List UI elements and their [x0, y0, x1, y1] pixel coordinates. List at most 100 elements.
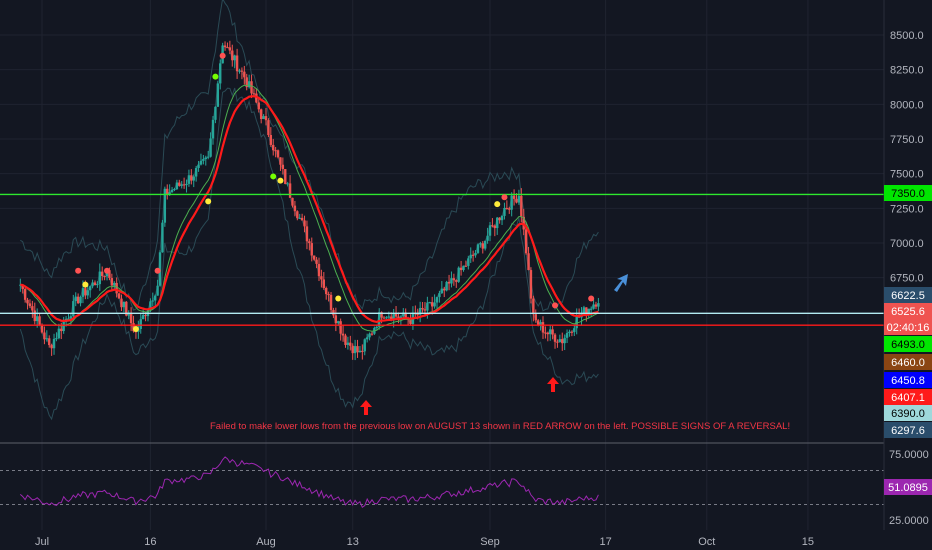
- candle-up: [154, 295, 157, 301]
- time-tick-label: 17: [599, 536, 611, 548]
- red-arrow-sep: [547, 377, 559, 392]
- signal-dot: [104, 267, 111, 274]
- candle-up: [55, 338, 58, 340]
- candle-up: [96, 284, 99, 286]
- candle-up: [486, 235, 489, 241]
- candle-down: [344, 335, 347, 345]
- candle-up: [262, 116, 265, 120]
- time-tick-label: Jul: [35, 536, 49, 548]
- signal-dot: [335, 295, 342, 302]
- candle-down: [60, 328, 63, 332]
- candle-up: [204, 157, 207, 160]
- price-tick-label: 8000.0: [890, 99, 924, 111]
- candle-up: [127, 312, 130, 316]
- price-badge-label: 6390.0: [891, 408, 925, 420]
- candle-up: [573, 328, 576, 333]
- candle-up: [517, 195, 521, 203]
- candle-down: [370, 333, 374, 335]
- price-badge: [884, 422, 932, 438]
- time-tick-label: Sep: [480, 536, 500, 548]
- candle-down: [541, 322, 545, 333]
- signal-dot: [494, 201, 501, 208]
- annotation-arrows: [360, 274, 628, 415]
- candle-down: [125, 301, 128, 316]
- candle-up: [216, 83, 220, 107]
- candle-up: [353, 346, 357, 354]
- candle-up: [192, 176, 195, 181]
- price-badge-label: 6407.1: [891, 392, 925, 404]
- price-badge: [884, 405, 932, 421]
- candle-down: [267, 120, 270, 136]
- candle-down: [303, 220, 306, 227]
- candle-down: [341, 333, 345, 336]
- candle-up: [156, 285, 159, 296]
- time-tick-label: 15: [802, 536, 814, 548]
- candle-down: [103, 276, 106, 278]
- candle-up: [86, 290, 89, 296]
- candle-up: [385, 317, 388, 319]
- candle-down: [527, 253, 530, 271]
- candle-up: [69, 316, 73, 319]
- candle-down: [455, 280, 458, 282]
- candle-up: [589, 308, 593, 310]
- candle-down: [129, 312, 133, 324]
- candle-up: [483, 240, 487, 249]
- osc-line: [19, 456, 599, 509]
- candle-up: [175, 182, 179, 190]
- candle-down: [243, 71, 246, 78]
- candle-down: [315, 259, 318, 264]
- lower-band: [19, 87, 599, 421]
- candle-down: [101, 271, 104, 277]
- candle-up: [488, 225, 492, 236]
- candle-down: [464, 265, 468, 267]
- candle-down: [317, 263, 321, 277]
- price-badge: [884, 319, 932, 335]
- signal-dot: [277, 177, 284, 184]
- candle-down: [329, 294, 333, 310]
- candle-up: [187, 175, 191, 184]
- candle-up: [563, 337, 566, 344]
- candle-down: [269, 135, 273, 145]
- candle-up: [428, 302, 431, 304]
- candle-up: [197, 164, 200, 169]
- candle-up: [185, 183, 188, 186]
- grid-lines: [0, 0, 884, 530]
- candle-down: [178, 182, 181, 186]
- candle-down: [416, 314, 419, 316]
- candle-up: [479, 243, 482, 245]
- candle-down: [305, 226, 309, 242]
- candle-down: [380, 312, 383, 318]
- candle-up: [440, 288, 444, 294]
- candle-up: [170, 189, 174, 193]
- candle-down: [284, 169, 287, 184]
- candle-down: [493, 225, 497, 229]
- signal-dot: [588, 295, 595, 302]
- candle-down: [50, 345, 53, 349]
- candle-down: [524, 229, 528, 254]
- candle-down: [296, 211, 299, 219]
- price-badge: [884, 303, 932, 319]
- signal-dot: [501, 194, 508, 201]
- candle-down: [322, 279, 326, 288]
- candle-down: [76, 296, 80, 304]
- candle-down: [361, 350, 364, 352]
- candle-down: [310, 243, 313, 256]
- candle-down: [231, 50, 234, 61]
- candle-down: [551, 329, 554, 335]
- horizontal-levels: [0, 193, 884, 326]
- candle-down: [447, 281, 451, 284]
- candle-down: [312, 255, 316, 260]
- candle-down: [26, 299, 29, 304]
- time-axis: Jul 16 Aug 13 Sep 17 Oct 15: [35, 536, 814, 548]
- candle-up: [91, 282, 94, 287]
- candle-up: [74, 296, 77, 302]
- candle-down: [325, 287, 328, 295]
- signal-dot: [154, 267, 161, 274]
- candle-up: [438, 293, 441, 298]
- candle-up: [211, 119, 215, 139]
- candle-down: [281, 164, 285, 170]
- candle-down: [264, 116, 268, 121]
- candle-up: [72, 301, 75, 317]
- signal-dot: [82, 281, 89, 288]
